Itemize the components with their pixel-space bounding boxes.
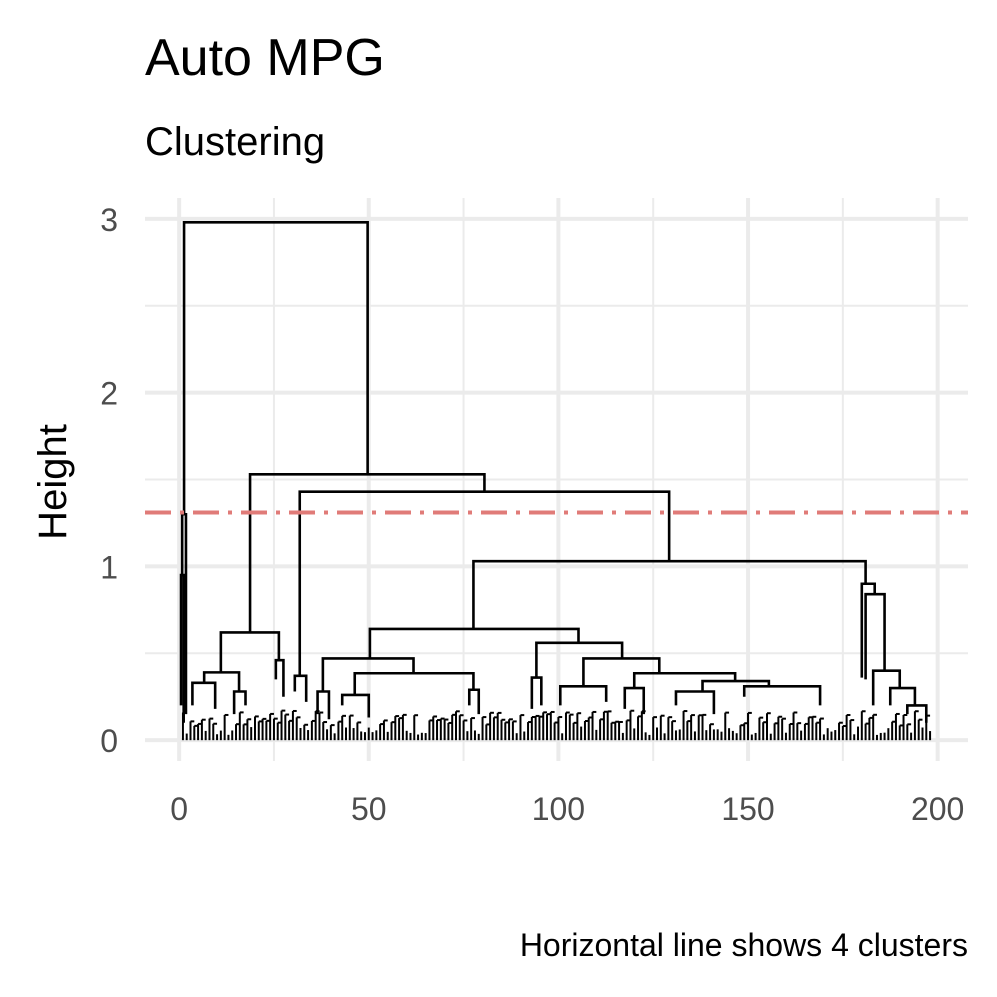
x-tick-label: 200: [911, 791, 964, 827]
dendrogram-link: [742, 684, 822, 706]
dendrogram-link: [202, 671, 241, 692]
dendrogram-link: [353, 671, 475, 695]
dendrogram-link: [182, 221, 369, 515]
dendrogram-link: [467, 688, 481, 715]
dendrogram-link: [864, 592, 886, 680]
x-tick-label: 50: [351, 791, 387, 827]
x-tick-label: 100: [532, 791, 585, 827]
dendrogram-link: [888, 686, 917, 706]
dendrogram-link: [368, 627, 580, 659]
dendrogram-link: [623, 686, 646, 715]
dendrogram-link: [871, 669, 902, 706]
dendrogram-link: [340, 693, 371, 718]
chart-subtitle: Clustering: [145, 120, 325, 164]
y-tick-label: 1: [100, 549, 118, 585]
dendrogram-link: [582, 657, 661, 687]
y-axis-ticks: 0 1 2 3: [100, 202, 118, 759]
dendrogram-link: [860, 582, 877, 678]
dendrogram-link: [674, 690, 716, 715]
x-tick-label: 0: [170, 791, 188, 827]
dendrogram-link: [298, 490, 671, 676]
dendrogram-link: [906, 704, 928, 723]
grid: [145, 198, 968, 761]
x-tick-label: 150: [721, 791, 774, 827]
dendrogram-tree: [179, 221, 932, 741]
dendrogram-link: [472, 559, 867, 629]
y-tick-label: 2: [100, 376, 118, 412]
dendrogram-link: [321, 657, 415, 692]
chart-caption: Horizontal line shows 4 clusters: [520, 927, 968, 963]
dendrogram-link: [219, 631, 281, 673]
y-axis-label: Height: [31, 424, 75, 540]
dendrogram-link: [248, 472, 486, 633]
dendrogram-link: [535, 641, 624, 678]
dendrogram-link: [558, 684, 608, 706]
dendrogram-link: [179, 573, 185, 723]
y-tick-label: 3: [100, 202, 118, 238]
dendrogram-link: [701, 679, 771, 692]
x-axis-ticks: 0 50 100 150 200: [170, 791, 964, 827]
dendrogram-link: [232, 690, 247, 715]
y-tick-label: 0: [100, 723, 118, 759]
dendrogram-link: [316, 690, 331, 720]
dendrogram-link: [632, 671, 737, 689]
dendrogram-link: [530, 676, 543, 709]
dendrogram-link: [274, 658, 285, 697]
dendrogram-link: [293, 674, 308, 702]
dendrogram-link: [180, 512, 188, 715]
dendrogram-link: [191, 681, 217, 709]
chart-title: Auto MPG: [145, 29, 385, 87]
